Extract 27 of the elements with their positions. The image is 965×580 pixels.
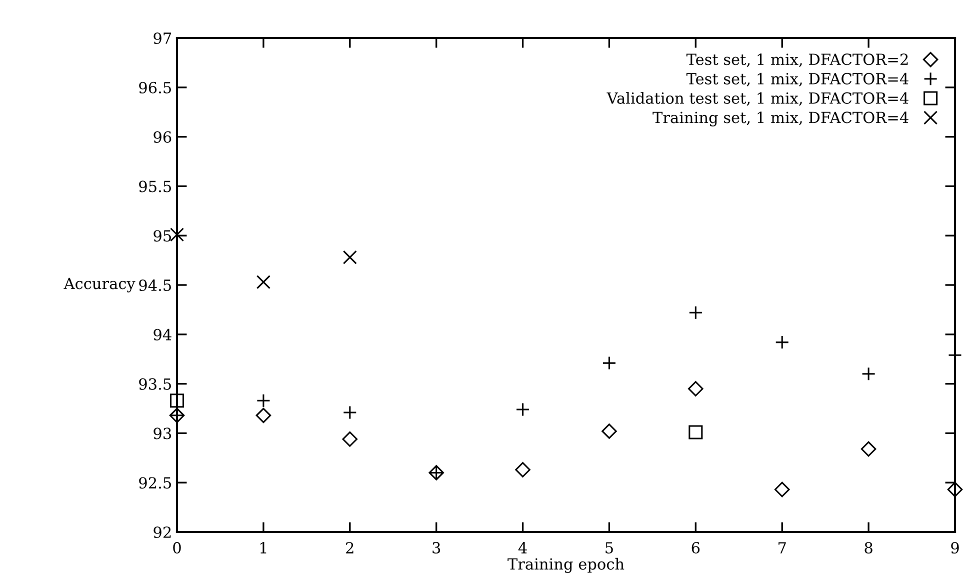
x-tick-label: 4 (518, 542, 527, 554)
x-tick-label: 5 (606, 542, 613, 554)
x-tick-label: 2 (346, 542, 354, 554)
y-tick-label: 92.5 (139, 477, 171, 489)
x-tick-label: 8 (864, 542, 872, 554)
y-tick-label: 95.5 (139, 180, 171, 192)
y-tick-label: 95 (154, 230, 171, 242)
y-tick-label: 96 (154, 131, 172, 143)
legend-label: Test set, 1 mix, DFACTOR=4 (686, 72, 908, 86)
x-tick-label: 3 (432, 542, 440, 554)
y-tick-label: 94 (154, 328, 172, 340)
y-tick-label: 92 (154, 526, 171, 538)
x-tick-label: 0 (173, 542, 181, 554)
x-axis-title: Training epoch (508, 558, 624, 573)
y-tick-label: 93.5 (139, 378, 171, 390)
x-tick-label: 9 (951, 542, 959, 554)
y-tick-label: 97 (154, 32, 172, 44)
legend-label: Test set, 1 mix, DFACTOR=2 (686, 54, 908, 67)
y-tick-label: 93 (154, 428, 172, 440)
x-tick-label: 1 (260, 542, 266, 554)
y-axis-title: Accuracy (64, 278, 136, 292)
legend-label: Training set, 1 mix, DFACTOR=4 (652, 112, 908, 126)
y-tick-label: 96.5 (139, 82, 171, 94)
y-tick-label: 94.5 (139, 279, 171, 292)
x-tick-label: 6 (692, 542, 700, 554)
x-tick-label: 7 (778, 542, 786, 554)
legend-label: Validation test set, 1 mix, DFACTOR=4 (606, 92, 908, 106)
